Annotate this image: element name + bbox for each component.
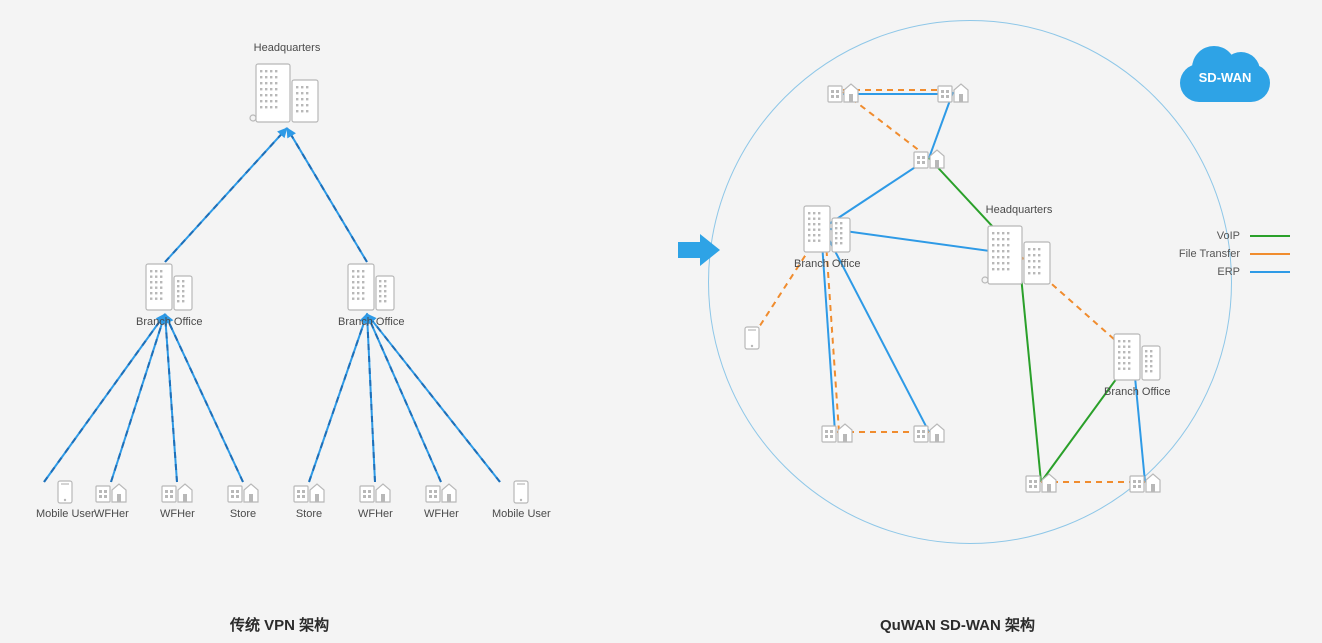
- node-rbr: Branch Office: [794, 202, 860, 270]
- house-icon: [424, 480, 459, 504]
- legend-row: ERP: [1160, 266, 1290, 278]
- node-label: Store: [226, 508, 260, 520]
- house-icon: [1128, 470, 1162, 494]
- house-icon: [1024, 470, 1058, 494]
- link-vpn: [165, 128, 287, 262]
- branch-icon: [136, 260, 202, 312]
- node-label: WFHer: [160, 508, 195, 520]
- node-m1: Mobile User: [36, 480, 95, 520]
- node-label: Branch Office: [338, 316, 404, 328]
- link-vpn: [309, 314, 367, 482]
- node-label: Branch Office: [1104, 386, 1170, 398]
- node-b1: Branch Office: [136, 260, 202, 328]
- node-rh1: [820, 420, 854, 444]
- legend-label: File Transfer: [1160, 248, 1240, 260]
- house-icon: [94, 480, 129, 504]
- mobile-icon: [744, 326, 760, 350]
- node-h4: WFHer: [424, 480, 459, 520]
- node-rb2: Branch Office: [1104, 330, 1170, 398]
- link-vpn: [367, 314, 375, 482]
- house-icon: [820, 420, 854, 444]
- node-h2: WFHer: [160, 480, 195, 520]
- node-rt1: [826, 80, 860, 104]
- node-h3: WFHer: [358, 480, 393, 520]
- house-icon: [160, 480, 195, 504]
- node-label: WFHer: [94, 508, 129, 520]
- house-icon: [292, 480, 326, 504]
- node-label: WFHer: [424, 508, 459, 520]
- legend: VoIP File Transfer ERP: [1160, 230, 1290, 284]
- node-label: Headquarters: [248, 42, 326, 54]
- node-s1: Store: [226, 480, 260, 520]
- house-icon: [936, 80, 970, 104]
- sdwan-diagram-panel: Branch Office Headquarters: [680, 0, 1322, 643]
- node-label: Branch Office: [136, 316, 202, 328]
- node-rh4: [1128, 470, 1162, 494]
- node-rc: [912, 146, 946, 170]
- link-vpn: [111, 314, 165, 482]
- legend-swatch: [1250, 253, 1290, 255]
- link-vpn: [367, 314, 441, 482]
- house-icon: [358, 480, 393, 504]
- legend-swatch: [1250, 271, 1290, 273]
- legend-row: VoIP: [1160, 230, 1290, 242]
- node-h1: WFHer: [94, 480, 129, 520]
- node-hq: Headquarters: [248, 42, 326, 124]
- legend-swatch: [1250, 235, 1290, 237]
- legend-label: ERP: [1160, 266, 1240, 278]
- node-label: Headquarters: [980, 204, 1058, 216]
- vpn-caption: 传统 VPN 架构: [230, 614, 329, 635]
- branch-icon: [338, 260, 404, 312]
- link-vpn: [367, 314, 500, 482]
- link-vpn: [44, 314, 165, 482]
- node-rm: [744, 326, 760, 350]
- node-b2: Branch Office: [338, 260, 404, 328]
- link-voip: [1019, 255, 1041, 482]
- node-rh3: [1024, 470, 1058, 494]
- house-icon: [912, 420, 946, 444]
- link-vpn: [287, 128, 367, 262]
- node-label: Branch Office: [794, 258, 860, 270]
- mobile-icon: [492, 480, 551, 504]
- node-s2: Store: [292, 480, 326, 520]
- hq-icon: [980, 220, 1058, 286]
- sdwan-caption: QuWAN SD-WAN 架构: [880, 614, 1035, 635]
- cloud-label: SD-WAN: [1170, 70, 1280, 85]
- legend-row: File Transfer: [1160, 248, 1290, 260]
- node-label: Mobile User: [36, 508, 95, 520]
- node-rh2: [912, 420, 946, 444]
- node-m2: Mobile User: [492, 480, 551, 520]
- hq-icon: [248, 58, 326, 124]
- node-rt2: [936, 80, 970, 104]
- legend-label: VoIP: [1160, 230, 1240, 242]
- node-label: Store: [292, 508, 326, 520]
- link-vpn: [165, 314, 243, 482]
- branch-icon: [794, 202, 860, 254]
- node-label: WFHer: [358, 508, 393, 520]
- house-icon: [826, 80, 860, 104]
- mobile-icon: [36, 480, 95, 504]
- branch-icon: [1104, 330, 1170, 382]
- house-icon: [226, 480, 260, 504]
- node-label: Mobile User: [492, 508, 551, 520]
- sdwan-cloud-icon: SD-WAN: [1170, 42, 1280, 102]
- node-rhq: Headquarters: [980, 204, 1058, 286]
- house-icon: [912, 146, 946, 170]
- vpn-diagram-panel: Headquarters Branch Office Branch Office…: [0, 0, 640, 643]
